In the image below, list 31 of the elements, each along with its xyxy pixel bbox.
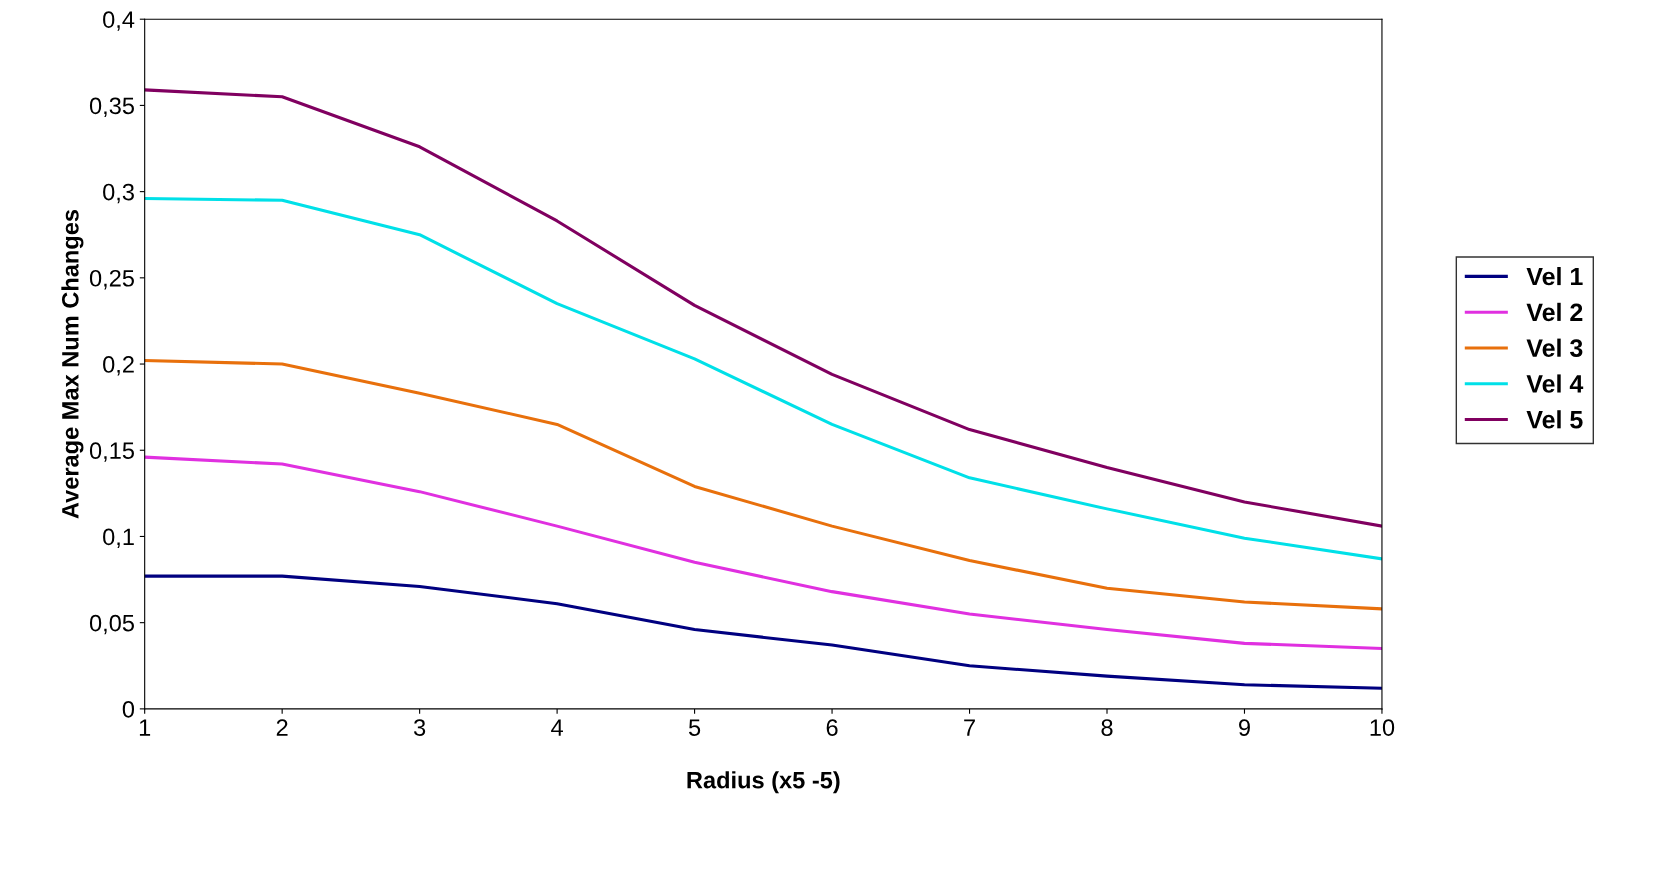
x-tick-label: 3 (413, 719, 426, 736)
y-tick-label: 0,05 (89, 614, 134, 635)
x-tick-label: 2 (276, 719, 288, 736)
x-tick-label: 10 (1370, 719, 1395, 736)
y-tick-label: 0 (122, 700, 135, 718)
legend-label: Vel 5 (1526, 410, 1583, 429)
legend-label: Vel 4 (1526, 374, 1584, 393)
y-tick-label: 0,3 (103, 183, 134, 204)
x-tick-label: 7 (964, 719, 975, 736)
line-series (144, 359, 1382, 611)
line-series (144, 455, 1382, 651)
legend-label: Vel 2 (1526, 302, 1583, 322)
y-tick-label: 0,35 (89, 97, 134, 117)
x-tick-label: 6 (826, 719, 838, 736)
x-tick-label: 8 (1101, 719, 1113, 736)
x-tick-label: 5 (688, 719, 701, 736)
y-tick-label: 0,1 (103, 528, 134, 549)
legend-label: Vel 3 (1526, 338, 1583, 357)
y-axis-title: Average Max Num Changes (61, 209, 84, 519)
y-tick-label: 0,2 (103, 356, 134, 376)
x-axis-title: Radius (x5 -5) (687, 771, 840, 794)
line-series (144, 196, 1382, 561)
legend-label: Vel 1 (1526, 266, 1583, 286)
y-tick-label: 0,4 (103, 11, 135, 31)
x-tick-label: 9 (1239, 719, 1250, 736)
line-series (144, 88, 1382, 528)
line-series (144, 574, 1382, 690)
x-tick-label: 4 (551, 719, 563, 736)
y-tick-label: 0,25 (89, 269, 134, 290)
y-tick-label: 0,15 (89, 442, 134, 462)
x-tick-label: 1 (139, 719, 151, 736)
